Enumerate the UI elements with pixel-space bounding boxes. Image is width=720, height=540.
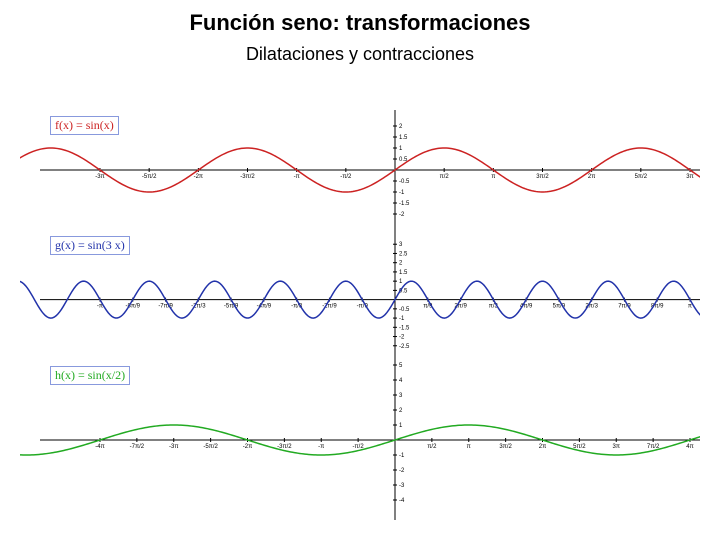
svg-text:3π: 3π xyxy=(686,174,693,180)
svg-text:5: 5 xyxy=(399,363,403,369)
svg-text:1: 1 xyxy=(399,146,403,152)
svg-text:-1: -1 xyxy=(399,316,405,322)
svg-text:-2π: -2π xyxy=(243,444,252,450)
svg-text:-2.5: -2.5 xyxy=(399,344,410,350)
svg-text:3π/2: 3π/2 xyxy=(499,444,512,450)
svg-text:-1.5: -1.5 xyxy=(399,201,410,207)
svg-text:1.5: 1.5 xyxy=(399,270,408,276)
svg-text:π: π xyxy=(688,304,692,310)
svg-text:-4π: -4π xyxy=(95,444,104,450)
svg-text:π/2: π/2 xyxy=(427,444,437,450)
chart-f-label: f(x) = sin(x) xyxy=(50,116,119,135)
svg-text:-π: -π xyxy=(294,174,300,180)
svg-text:5π/2: 5π/2 xyxy=(635,174,648,180)
svg-text:-7π/2: -7π/2 xyxy=(130,444,145,450)
page-title: Función seno: transformaciones xyxy=(0,0,720,36)
chart-h: h(x) = sin(x/2)-4π-7π/2-3π-5π/2-2π-3π/2-… xyxy=(20,360,700,520)
svg-text:-1: -1 xyxy=(399,453,405,459)
svg-text:-1.5: -1.5 xyxy=(399,325,410,331)
svg-text:4: 4 xyxy=(399,378,403,384)
svg-text:-3π/2: -3π/2 xyxy=(240,174,255,180)
svg-text:-3π: -3π xyxy=(169,444,178,450)
svg-text:2: 2 xyxy=(399,124,403,130)
svg-text:1: 1 xyxy=(399,423,403,429)
chart-f-svg: -3π -5π/2 -2π -3π/2 -π -π/2 π/2 π 3π/2 2π 5π/2 3π 2 1… xyxy=(20,110,700,230)
chart-h-label: h(x) = sin(x/2) xyxy=(50,366,130,385)
svg-text:-0.5: -0.5 xyxy=(399,179,410,185)
svg-text:-4: -4 xyxy=(399,498,405,504)
svg-text:2: 2 xyxy=(399,261,403,267)
svg-text:-2π: -2π xyxy=(194,174,203,180)
svg-text:-π/2: -π/2 xyxy=(340,174,352,180)
svg-text:-5π/2: -5π/2 xyxy=(142,174,157,180)
chart-area: f(x) = sin(x)-3π-5π/2-2π-3π/2-π-π/2π/2π3… xyxy=(20,110,700,530)
svg-text:2π: 2π xyxy=(588,174,595,180)
svg-text:-2: -2 xyxy=(399,212,405,218)
svg-text:-0.5: -0.5 xyxy=(399,307,410,313)
svg-text:π/2: π/2 xyxy=(440,174,450,180)
chart-f: f(x) = sin(x) -3π -5π/2 -2π -3π/2 -π -π/2 π/2 π 3… xyxy=(20,110,700,230)
page-subtitle: Dilataciones y contracciones xyxy=(0,36,720,65)
chart-g: g(x) = sin(3 x)-π-8π/9-7π/9-2π/3-5π/9-4π… xyxy=(20,230,700,360)
svg-text:3: 3 xyxy=(399,393,403,399)
svg-text:1.5: 1.5 xyxy=(399,135,408,141)
svg-text:-π: -π xyxy=(318,444,324,450)
page: { "title": { "text": "Función seno: tran… xyxy=(0,0,720,540)
svg-text:2.5: 2.5 xyxy=(399,251,408,257)
svg-text:-5π/2: -5π/2 xyxy=(203,444,218,450)
svg-text:2π: 2π xyxy=(539,444,546,450)
svg-text:-3: -3 xyxy=(399,483,405,489)
svg-text:-2: -2 xyxy=(399,335,405,341)
svg-text:2: 2 xyxy=(399,408,403,414)
svg-text:3: 3 xyxy=(399,242,403,248)
svg-text:4π: 4π xyxy=(686,444,693,450)
svg-text:1: 1 xyxy=(399,279,403,285)
svg-text:-2: -2 xyxy=(399,468,405,474)
chart-g-label: g(x) = sin(3 x) xyxy=(50,236,130,255)
svg-text:3π: 3π xyxy=(613,444,620,450)
svg-text:π: π xyxy=(491,174,495,180)
svg-text:-3π: -3π xyxy=(95,174,104,180)
svg-text:-1: -1 xyxy=(399,190,405,196)
svg-text:π: π xyxy=(467,444,471,450)
svg-text:3π/2: 3π/2 xyxy=(536,174,549,180)
